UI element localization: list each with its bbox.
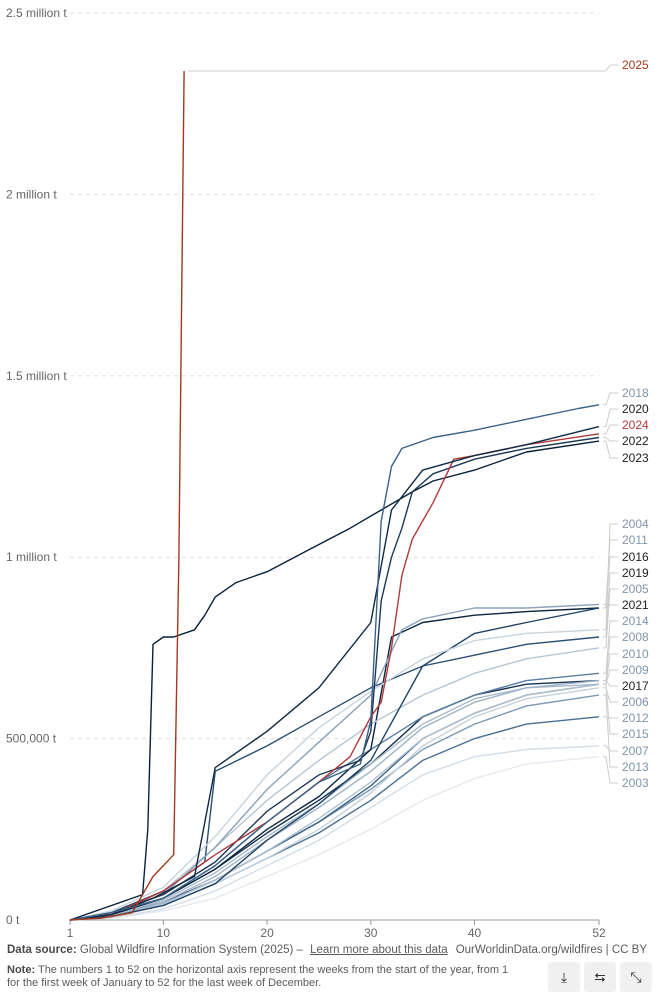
legend-connector xyxy=(603,636,618,682)
legend-label-2021[interactable]: 2021 xyxy=(622,598,649,612)
series-line-2010[interactable] xyxy=(69,683,600,921)
x-tick-label: 40 xyxy=(468,926,482,940)
series-line-2007[interactable] xyxy=(69,745,600,921)
series-line-2024[interactable] xyxy=(69,433,600,921)
legend-label-2009[interactable]: 2009 xyxy=(622,663,649,677)
legend-label-2006[interactable]: 2006 xyxy=(622,695,649,709)
series-lines xyxy=(69,70,600,921)
series-line-2020[interactable] xyxy=(69,425,600,921)
legend-label-2019[interactable]: 2019 xyxy=(622,566,649,580)
series-line-2015[interactable] xyxy=(69,683,600,921)
legend-label-2005[interactable]: 2005 xyxy=(622,582,649,596)
legend-label-2018[interactable]: 2018 xyxy=(622,386,649,400)
legend-connector xyxy=(603,440,618,459)
legend-connector xyxy=(603,687,618,703)
legend-label-2022[interactable]: 2022 xyxy=(622,434,649,448)
series-line-2003[interactable] xyxy=(69,756,600,921)
legend-connector xyxy=(603,392,618,406)
legend: 2025 2018 2020 2024 2022 2023 2004 2011 2016 2019… xyxy=(188,58,649,790)
series-line-2016[interactable] xyxy=(69,607,600,921)
exit-fullscreen-button[interactable]: ⤡ xyxy=(620,962,652,992)
legend-label-2007[interactable]: 2007 xyxy=(622,744,649,758)
download-button[interactable]: ⤓ xyxy=(548,962,580,992)
series-line-2025[interactable] xyxy=(69,70,185,921)
legend-label-2004[interactable]: 2004 xyxy=(622,517,649,531)
legend-label-2013[interactable]: 2013 xyxy=(622,760,649,774)
legend-label-2010[interactable]: 2010 xyxy=(622,647,649,661)
legend-connector xyxy=(603,716,618,719)
credit-text: OurWorldinData.org/wildfires | CC BY xyxy=(455,944,647,956)
legend-connector xyxy=(188,64,618,72)
legend-connector xyxy=(603,683,618,735)
exit-fullscreen-icon: ⤡ xyxy=(630,968,642,985)
legend-label-2015[interactable]: 2015 xyxy=(622,727,649,741)
source-label: Data source: xyxy=(7,944,77,956)
x-tick-label: 30 xyxy=(364,926,378,940)
series-line-2006[interactable] xyxy=(69,687,600,921)
grid-lines xyxy=(70,12,599,740)
cumulative-emissions-chart: 0 t 500,000 t 1 million t 1.5 million t 2 mi… xyxy=(6,6,649,940)
legend-label-2024[interactable]: 2024 xyxy=(622,418,649,432)
y-tick-label: 2 million t xyxy=(6,187,57,201)
series-line-2023[interactable] xyxy=(69,440,600,921)
legend-label-2011[interactable]: 2011 xyxy=(622,533,648,547)
x-axis: 1 10 20 30 40 52 xyxy=(67,919,606,940)
y-tick-label: 2.5 million t xyxy=(6,6,67,20)
x-tick-label: 20 xyxy=(260,926,274,940)
legend-label-2023[interactable]: 2023 xyxy=(622,451,649,465)
note-line: Note: The numbers 1 to 52 on the horizon… xyxy=(7,964,517,990)
y-tick-label: 1.5 million t xyxy=(6,369,67,383)
legend-connector xyxy=(603,604,618,609)
share-button[interactable]: ⮀ xyxy=(584,962,616,992)
legend-connector xyxy=(603,653,618,685)
legend-connector xyxy=(603,620,618,674)
legend-connector xyxy=(603,556,618,609)
legend-label-2014[interactable]: 2014 xyxy=(622,614,649,628)
legend-label-2025[interactable]: 2025 xyxy=(622,58,649,72)
legend-connector xyxy=(603,756,618,784)
share-icon: ⮀ xyxy=(594,968,606,985)
y-axis-ticks: 0 t 500,000 t 1 million t 1.5 million t 2 mi… xyxy=(6,6,67,927)
legend-label-2020[interactable]: 2020 xyxy=(622,402,649,416)
legend-connector xyxy=(603,669,618,685)
legend-connector xyxy=(603,680,618,687)
legend-label-2012[interactable]: 2012 xyxy=(622,711,649,725)
legend-connector xyxy=(603,424,618,435)
legend-label-2017[interactable]: 2017 xyxy=(622,679,649,693)
note-label: Note: xyxy=(7,964,36,976)
series-line-2018[interactable] xyxy=(69,404,600,921)
y-tick-label: 0 t xyxy=(6,913,20,927)
source-text: Global Wildfire Information System (2025… xyxy=(79,944,303,956)
legend-connector xyxy=(603,694,618,768)
y-tick-label: 1 million t xyxy=(6,550,57,564)
legend-connector xyxy=(603,745,618,752)
legend-connector xyxy=(603,408,618,428)
learn-more-link[interactable]: Learn more about this data xyxy=(310,944,448,956)
y-tick-label: 500,000 t xyxy=(6,732,57,746)
legend-label-2016[interactable]: 2016 xyxy=(622,550,649,564)
series-line-2008[interactable] xyxy=(69,679,600,921)
download-icon: ⤓ xyxy=(560,968,568,985)
legend-label-2008[interactable]: 2008 xyxy=(622,630,649,644)
note-text: The numbers 1 to 52 on the horizontal ax… xyxy=(7,964,509,989)
x-tick-label: 1 xyxy=(67,926,74,940)
x-tick-label: 52 xyxy=(592,926,606,940)
series-line-2004[interactable] xyxy=(69,629,600,921)
legend-connector xyxy=(603,572,618,638)
series-line-2009[interactable] xyxy=(69,683,600,921)
legend-connector xyxy=(603,437,618,442)
legend-connector xyxy=(603,588,618,649)
legend-connector xyxy=(603,539,618,605)
legend-label-2003[interactable]: 2003 xyxy=(622,776,649,790)
series-line-2022[interactable] xyxy=(69,436,600,921)
source-line: Data source: Global Wildfire Information… xyxy=(7,944,647,956)
x-tick-label: 10 xyxy=(157,926,171,940)
